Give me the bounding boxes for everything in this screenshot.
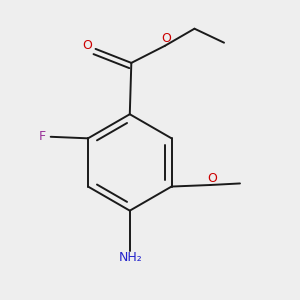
Text: O: O: [161, 32, 171, 46]
Text: NH₂: NH₂: [118, 251, 142, 264]
Text: O: O: [207, 172, 217, 185]
Text: F: F: [38, 130, 46, 143]
Text: O: O: [82, 39, 92, 52]
